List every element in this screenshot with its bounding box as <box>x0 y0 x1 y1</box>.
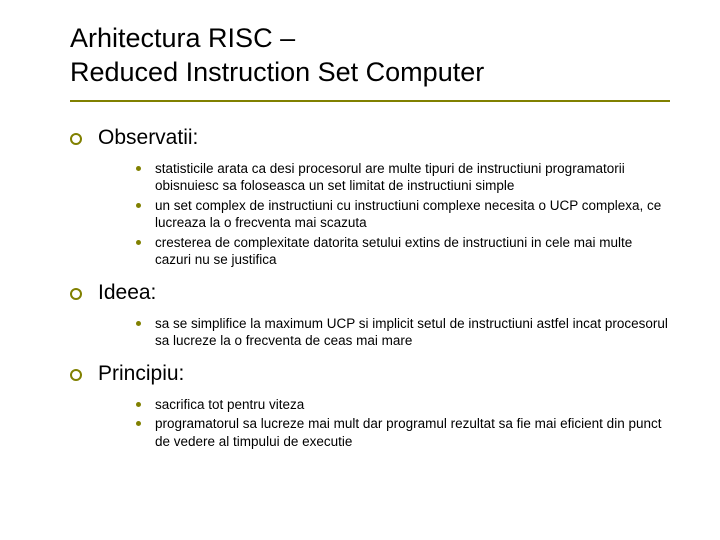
disc-bullet-icon <box>136 402 141 407</box>
sub-list-principiu: sacrifica tot pentru viteza programatoru… <box>136 396 670 451</box>
item-text: programatorul sa lucreze mai mult dar pr… <box>155 415 670 450</box>
list-item: programatorul sa lucreze mai mult dar pr… <box>136 415 670 450</box>
item-text: sacrifica tot pentru viteza <box>155 396 304 414</box>
disc-bullet-icon <box>136 421 141 426</box>
list-item: sacrifica tot pentru viteza <box>136 396 670 414</box>
section-heading: Ideea: <box>98 281 156 305</box>
disc-bullet-icon <box>136 166 141 171</box>
list-item: statisticile arata ca desi procesorul ar… <box>136 160 670 195</box>
item-text: statisticile arata ca desi procesorul ar… <box>155 160 670 195</box>
item-text: un set complex de instructiuni cu instru… <box>155 197 670 232</box>
item-text: sa se simplifice la maximum UCP si impli… <box>155 315 670 350</box>
section-observatii: Observatii: <box>70 126 670 150</box>
item-text: cresterea de complexitate datorita setul… <box>155 234 670 269</box>
slide-title: Arhitectura RISC – Reduced Instruction S… <box>70 22 670 102</box>
disc-bullet-icon <box>136 203 141 208</box>
title-line-2: Reduced Instruction Set Computer <box>70 57 484 87</box>
disc-bullet-icon <box>136 321 141 326</box>
sub-list-observatii: statisticile arata ca desi procesorul ar… <box>136 160 670 269</box>
list-item: cresterea de complexitate datorita setul… <box>136 234 670 269</box>
section-ideea: Ideea: <box>70 281 670 305</box>
list-item: un set complex de instructiuni cu instru… <box>136 197 670 232</box>
list-item: sa se simplifice la maximum UCP si impli… <box>136 315 670 350</box>
circle-bullet-icon <box>70 288 82 300</box>
section-heading: Principiu: <box>98 362 184 386</box>
circle-bullet-icon <box>70 133 82 145</box>
sub-list-ideea: sa se simplifice la maximum UCP si impli… <box>136 315 670 350</box>
disc-bullet-icon <box>136 240 141 245</box>
circle-bullet-icon <box>70 369 82 381</box>
title-line-1: Arhitectura RISC – <box>70 23 295 53</box>
section-principiu: Principiu: <box>70 362 670 386</box>
section-heading: Observatii: <box>98 126 198 150</box>
